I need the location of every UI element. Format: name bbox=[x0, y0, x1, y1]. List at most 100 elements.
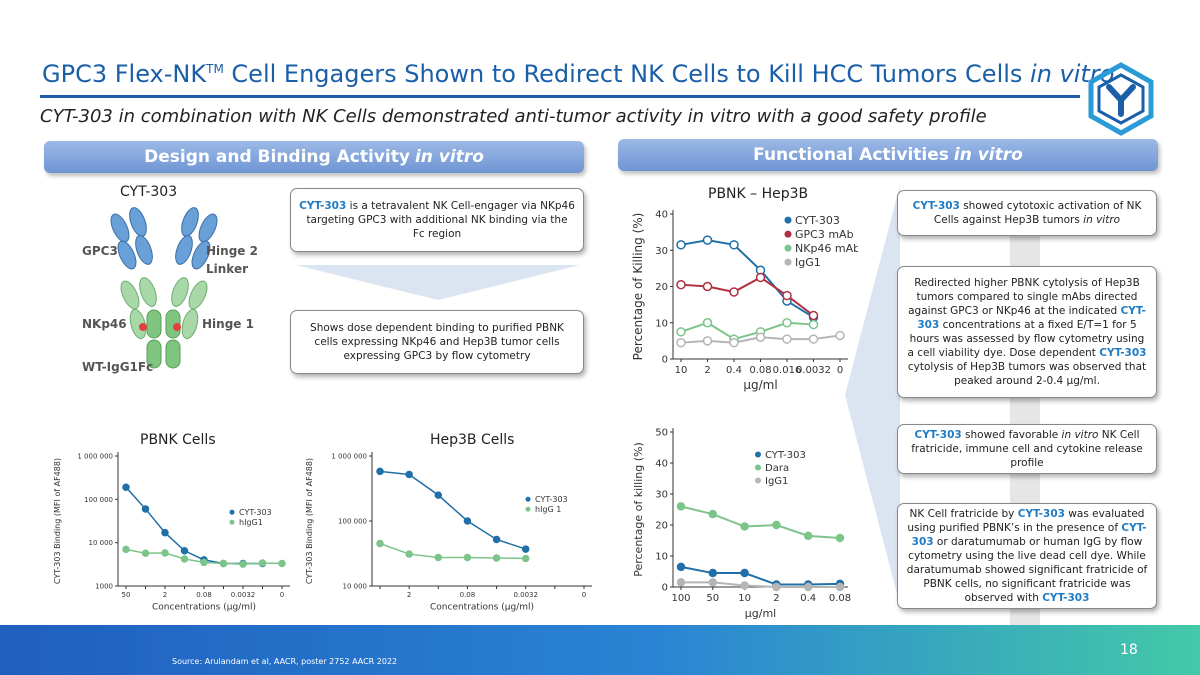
legend-label-cyt-303: CYT-303 bbox=[795, 214, 840, 227]
x-tick-label: 0.0032 bbox=[513, 591, 538, 599]
data-point-igg1 bbox=[772, 582, 781, 592]
legend-label-cyt-303: CYT-303 bbox=[239, 508, 272, 517]
data-point-gpc3-mab bbox=[676, 279, 686, 290]
data-point-higg-1 bbox=[463, 553, 472, 562]
data-point-higg1 bbox=[278, 559, 286, 568]
data-point-higg-1 bbox=[521, 554, 530, 563]
legend-marker-igg1 bbox=[755, 477, 761, 484]
y-tick-label: 40 bbox=[655, 210, 668, 221]
functional-activities-banner: Functional Activities in vitro bbox=[618, 139, 1158, 171]
fratricide-summary-box: CYT-303 showed favorable in vitro NK Cel… bbox=[897, 424, 1157, 474]
linker-label: Linker bbox=[206, 262, 249, 276]
x-tick-label: 0.4 bbox=[800, 593, 816, 604]
data-point-cyt-303 bbox=[676, 240, 686, 250]
x-tick-label: 2 bbox=[163, 591, 167, 599]
data-point-cyt-303 bbox=[405, 470, 413, 479]
chart-title: Hep3B Cells bbox=[430, 432, 514, 448]
series-line-cyt-303 bbox=[680, 239, 815, 319]
y-tick-label: 10 000 bbox=[89, 539, 114, 547]
chart-title: PBNK Cells bbox=[140, 432, 216, 448]
data-point-dara bbox=[772, 520, 781, 530]
data-point-nkp46-mab bbox=[676, 327, 686, 337]
x-axis-label: µg/ml bbox=[745, 607, 776, 620]
legend-label-dara: Dara bbox=[765, 463, 789, 474]
data-point-igg1 bbox=[708, 578, 718, 587]
x-tick-label: 10 bbox=[738, 593, 751, 604]
data-point-higg1 bbox=[141, 549, 150, 557]
data-point-higg1 bbox=[219, 559, 228, 568]
data-point-igg1 bbox=[782, 334, 792, 344]
y-axis-label: Percentage of killing (%) bbox=[632, 442, 645, 577]
nkp46-label: NKp46 bbox=[82, 317, 127, 331]
x-tick-label: 0 bbox=[582, 591, 586, 599]
data-point-igg1 bbox=[676, 337, 686, 348]
data-point-dara bbox=[676, 502, 686, 511]
data-point-igg1 bbox=[676, 578, 686, 587]
data-point-cyt-303 bbox=[521, 545, 530, 553]
footer-bar bbox=[0, 625, 1200, 675]
title-divider bbox=[40, 95, 1080, 98]
redirected-cytolysis-box: Redirected higher PBNK cytolysis of Hep3… bbox=[897, 266, 1157, 398]
data-point-igg1 bbox=[740, 581, 749, 590]
x-tick-label: 0.08 bbox=[460, 591, 476, 599]
design-description-box: CYT-303 is a tetravalent NK Cell-engager… bbox=[290, 188, 584, 252]
data-point-igg1 bbox=[755, 332, 766, 342]
data-point-higg1 bbox=[161, 549, 169, 557]
page-title: GPC3 Flex-NKTM Cell Engagers Shown to Re… bbox=[42, 60, 1115, 88]
legend-marker-cyt-303 bbox=[755, 451, 761, 458]
legend-marker-cyt-303 bbox=[784, 216, 792, 224]
x-axis-label: Concentrations (µg/ml) bbox=[430, 602, 534, 612]
page-subtitle: CYT-303 in combination with NK Cells dem… bbox=[40, 106, 987, 127]
data-point-igg1 bbox=[835, 582, 845, 592]
legend-label-gpc3-mab: GPC3 mAb bbox=[795, 228, 854, 241]
data-point-igg1 bbox=[808, 334, 819, 344]
series-line-gpc3-mab bbox=[680, 276, 815, 317]
data-point-cyt-303 bbox=[434, 491, 443, 499]
data-point-nkp46-mab bbox=[808, 319, 819, 330]
x-tick-label: 0.0032 bbox=[796, 365, 831, 376]
cyt303-antibody-diagram bbox=[110, 207, 218, 369]
legend-label-higg-1: hIgG 1 bbox=[535, 505, 561, 514]
data-point-cyt-303 bbox=[180, 547, 189, 555]
series-line-dara bbox=[680, 505, 841, 540]
legend-label-higg1: hIgG1 bbox=[239, 518, 263, 527]
x-tick-label: 0.08 bbox=[749, 365, 771, 376]
legend-marker-cyt-303 bbox=[229, 509, 235, 515]
data-point-cyt-303 bbox=[161, 528, 169, 537]
legend-marker-nkp46-mab bbox=[784, 244, 792, 252]
data-point-higg-1 bbox=[376, 539, 384, 548]
y-tick-label: 20 bbox=[655, 282, 668, 293]
data-point-higg1 bbox=[258, 559, 267, 567]
x-axis-label: Concentrations (µg/ml) bbox=[152, 602, 256, 612]
legend-marker-gpc3-mab bbox=[784, 230, 792, 238]
x-tick-label: 2 bbox=[704, 365, 710, 376]
data-point-igg1 bbox=[702, 336, 713, 346]
y-tick-label: 50 bbox=[655, 428, 668, 439]
pbnk-binding-chart: PBNK Cells 1000 10 000 100 000 1 000 000 50 2 0… bbox=[53, 432, 290, 612]
legend-marker-igg1 bbox=[784, 258, 792, 266]
x-tick-label: 2 bbox=[773, 593, 779, 604]
legend-label-cyt-303: CYT-303 bbox=[535, 495, 568, 504]
data-point-igg1 bbox=[729, 337, 739, 348]
legend-label-nkp46-mab: NKp46 mAb bbox=[795, 242, 858, 255]
y-tick-label: 1 000 000 bbox=[77, 452, 113, 460]
data-point-gpc3-mab bbox=[755, 272, 766, 283]
y-tick-label: 30 bbox=[655, 246, 668, 257]
y-axis-label: CYT-303 Binding (MFI of AF488) bbox=[53, 458, 62, 584]
data-point-dara bbox=[803, 531, 813, 541]
y-tick-label: 10 bbox=[655, 318, 668, 329]
data-point-higg-1 bbox=[405, 550, 413, 558]
company-logo bbox=[1088, 62, 1154, 136]
data-point-cyt-303 bbox=[122, 483, 130, 492]
y-tick-label: 30 bbox=[655, 490, 668, 501]
chart-title: PBNK – Hep3B bbox=[708, 186, 808, 202]
x-tick-label: 50 bbox=[706, 593, 719, 604]
data-point-higg1 bbox=[122, 545, 130, 554]
data-point-cyt-303 bbox=[376, 467, 384, 476]
data-point-dara bbox=[740, 522, 749, 531]
legend-label-igg1: IgG1 bbox=[795, 256, 821, 269]
data-point-higg-1 bbox=[434, 553, 443, 562]
data-point-higg-1 bbox=[492, 554, 501, 562]
data-point-igg1 bbox=[803, 582, 813, 592]
data-point-cyt-303 bbox=[676, 562, 686, 572]
